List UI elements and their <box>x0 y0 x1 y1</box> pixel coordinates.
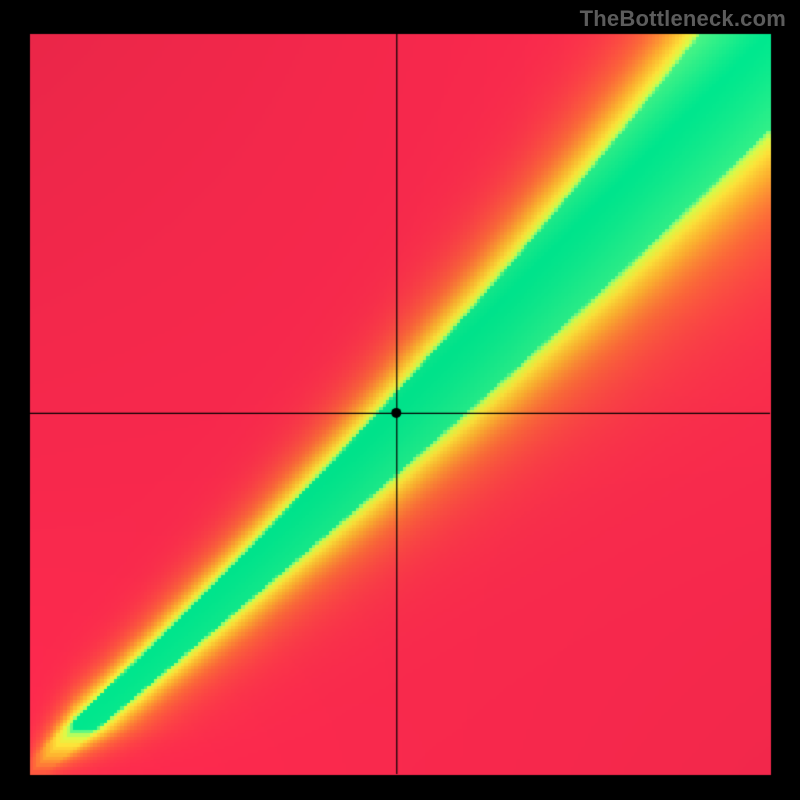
heatmap-canvas <box>0 0 800 800</box>
chart-container: TheBottleneck.com <box>0 0 800 800</box>
watermark-label: TheBottleneck.com <box>580 6 786 32</box>
